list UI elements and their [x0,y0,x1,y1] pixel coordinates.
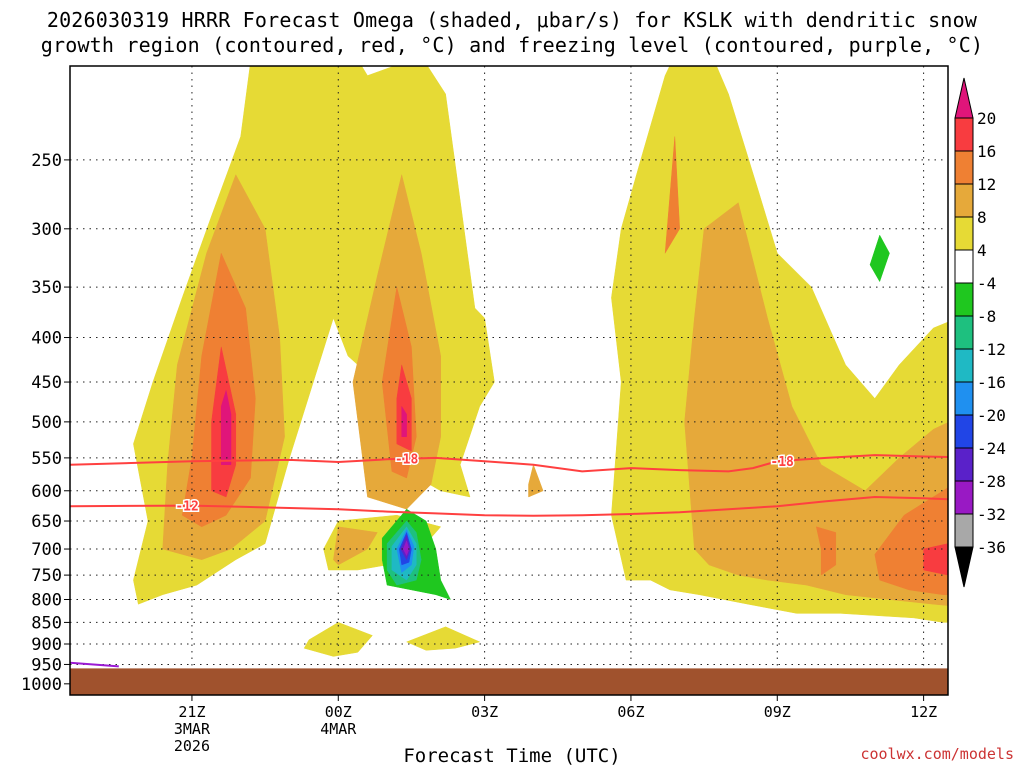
y-tick-label-700: 700 [31,540,62,560]
x-tick-label-0-1: 3MAR [174,720,211,738]
omega-region-8 [528,464,544,498]
colorbar-segment-3 [954,216,974,251]
colorbar-segment-7 [954,348,974,383]
y-tick-label-750: 750 [31,566,62,586]
colorbar-label-0: 20 [977,109,996,128]
x-tick-label-0-2: 2026 [174,737,210,755]
colorbar-segment-9 [954,414,974,449]
y-tick-label-550: 550 [31,449,62,469]
colorbar-segment-2 [954,183,974,218]
x-tick-label-3-1: 4MAR [320,720,357,738]
colorbar-bottom-triangle [954,546,974,588]
colorbar-segment-6 [954,315,974,350]
y-tick-label-400: 400 [31,329,62,349]
x-tick-label-9-0: 06Z [617,703,644,721]
omega-region-17 [923,543,948,576]
plot-border [69,65,949,696]
y-tick-label-500: 500 [31,413,62,433]
contour-label-1-0: -12 [175,500,198,515]
colorbar-label-2: 12 [977,175,996,194]
omega-region-7 [333,526,378,566]
temperature-contours: -18 -18 -12 [70,451,948,668]
colorbar-top-triangle [954,77,974,119]
colorbar-label-5: -4 [977,274,996,293]
colorbar-label-11: -28 [977,472,1006,491]
x-tick-label-6-0: 03Z [471,703,498,721]
colorbar-segment-11 [954,480,974,515]
colorbar-label-4: 4 [977,241,987,260]
chart-title-line-2: growth region (contoured, red, °C) and f… [40,33,984,57]
y-tick-label-250: 250 [31,151,62,171]
y-tick-label-450: 450 [31,373,62,393]
omega-shading [133,66,948,657]
y-axis-ticks: 2503003504004505005506006507007508008509… [21,151,70,695]
contour-label-0-1: -18 [770,455,794,470]
colorbar-label-10: -24 [977,439,1006,458]
omega-region-18 [220,390,232,465]
omega-region-9 [684,202,948,606]
x-tick-label-3-0: 00Z [325,703,352,721]
x-tick-label-0-0: 21Z [178,703,205,721]
y-tick-label-350: 350 [31,278,62,298]
omega-region-21 [869,234,890,282]
y-tick-label-900: 900 [31,635,62,655]
contour-line-2 [70,661,119,668]
y-tick-label-300: 300 [31,220,62,240]
omega-region-19 [401,406,407,437]
colorbar-segment-4 [954,249,974,284]
y-tick-label-600: 600 [31,482,62,502]
x-axis-title: Forecast Time (UTC) [403,745,621,767]
y-tick-label-950: 950 [31,655,62,675]
chart-title-line-1: 2026030319 HRRR Forecast Omega (shaded, … [46,8,978,32]
colorbar-segment-0 [954,117,974,152]
omega-region-13 [816,526,837,576]
colorbar-segment-1 [954,150,974,185]
colorbar-label-13: -36 [977,538,1006,557]
colorbar-segment-10 [954,447,974,482]
site-credit[interactable]: coolwx.com/models [860,745,1014,763]
y-tick-label-1000: 1000 [21,675,62,695]
terrain-block [70,668,948,695]
colorbar-label-1: 16 [977,142,996,161]
contour-label-0-0: -18 [395,453,419,468]
colorbar-label-3: 8 [977,208,987,227]
y-tick-label-800: 800 [31,590,62,610]
contour-line-1 [70,495,948,517]
omega-region-16 [396,364,412,452]
plot-frame [69,65,949,696]
contour-line-0 [70,454,948,473]
x-tick-label-15-0: 12Z [910,703,937,721]
y-tick-label-850: 850 [31,613,62,633]
colorbar-segment-8 [954,381,974,416]
y-tick-label-650: 650 [31,512,62,532]
colorbar-label-8: -16 [977,373,1006,392]
grid-lines [70,66,948,695]
colorbar: 20 16 12 8 4 -4 -8 -12 -16 -20 -24 -28 -32 -36 [954,77,1006,588]
terrain [70,668,948,695]
colorbar-segment-12 [954,513,974,548]
omega-region-12 [664,136,680,254]
x-tick-label-12-0: 09Z [764,703,791,721]
colorbar-label-9: -20 [977,406,1006,425]
colorbar-label-12: -32 [977,505,1006,524]
colorbar-segment-5 [954,282,974,317]
colorbar-label-7: -12 [977,340,1006,359]
colorbar-label-6: -8 [977,307,996,326]
